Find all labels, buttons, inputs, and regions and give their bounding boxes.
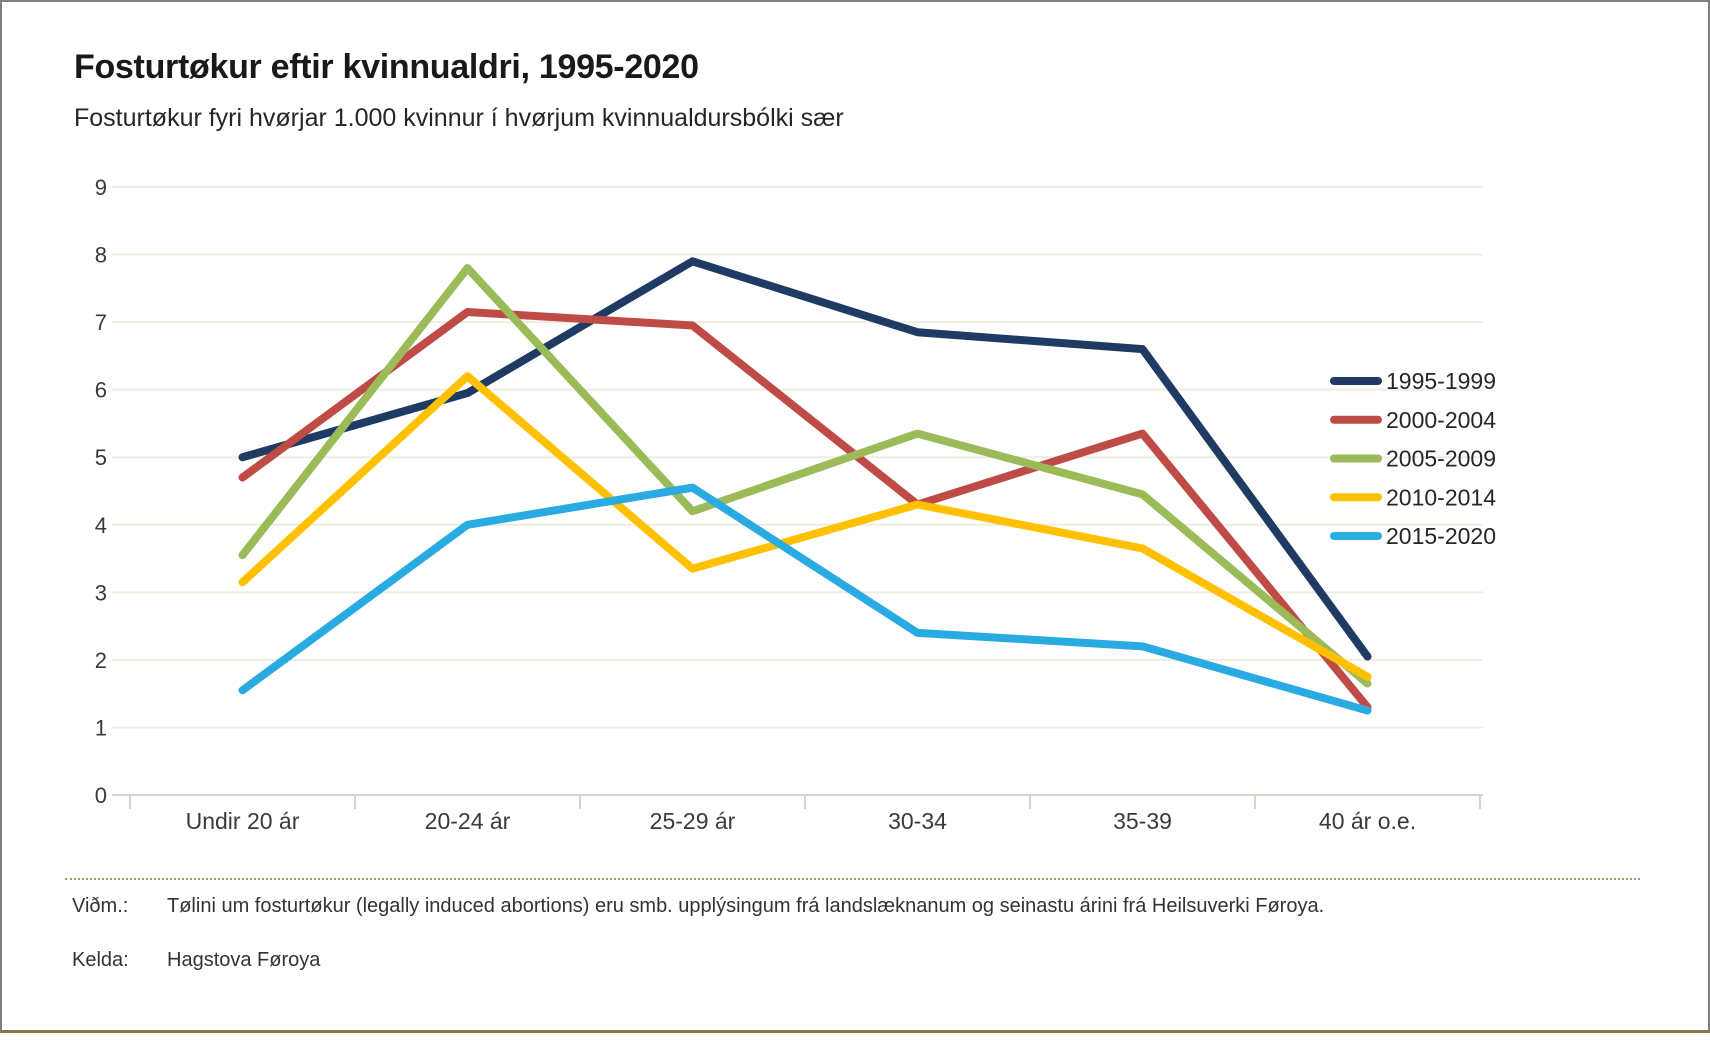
note-label: Viðm.: <box>72 895 129 917</box>
footer-divider <box>65 878 1640 880</box>
x-category-label: 20-24 ár <box>425 808 511 834</box>
x-category-label: 30-34 <box>888 808 947 834</box>
x-category-label: 40 ár o.e. <box>1319 808 1416 834</box>
y-tick-label: 9 <box>95 175 107 200</box>
series-line-1995-1999 <box>238 257 1372 661</box>
series-line-2015-2020 <box>238 483 1372 715</box>
y-tick-label: 6 <box>95 378 107 403</box>
legend-item-2005-2009: 2005-2009 <box>1330 446 1496 472</box>
y-tick-label: 8 <box>95 243 107 268</box>
legend-label: 2015-2020 <box>1386 523 1496 549</box>
legend-label: 1995-1999 <box>1386 368 1496 394</box>
source-text: Hagstova Føroya <box>167 949 321 971</box>
note-text: Tølini um fosturtøkur (legally induced a… <box>167 895 1325 917</box>
y-tick-label: 5 <box>95 445 107 470</box>
legend-label: 2000-2004 <box>1386 407 1496 433</box>
series-line-2010-2014 <box>238 372 1372 681</box>
series-line-2000-2004 <box>238 307 1372 712</box>
legend-item-2015-2020: 2015-2020 <box>1330 523 1496 549</box>
series-line-2005-2009 <box>238 264 1372 688</box>
x-category-label: 35-39 <box>1113 808 1172 834</box>
legend-item-1995-1999: 1995-1999 <box>1330 368 1496 394</box>
y-tick-label: 7 <box>95 310 107 335</box>
y-tick-label: 3 <box>95 580 107 605</box>
y-tick-label: 4 <box>95 513 107 538</box>
legend-item-2000-2004: 2000-2004 <box>1330 407 1496 433</box>
legend-item-2010-2014: 2010-2014 <box>1330 484 1496 510</box>
x-category-label: 25-29 ár <box>650 808 736 834</box>
legend: 1995-1999 2000-2004 2005-2009 2010-2014 2015… <box>1330 368 1496 549</box>
x-category-label: Undir 20 ár <box>186 808 300 834</box>
legend-label: 2010-2014 <box>1386 484 1496 510</box>
legend-label: 2005-2009 <box>1386 446 1496 472</box>
chart-subtitle: Fosturtøkur fyri hvørjar 1.000 kvinnur í… <box>74 104 844 132</box>
y-tick-label: 2 <box>95 648 107 673</box>
y-tick-label: 1 <box>95 715 107 740</box>
chart-title: Fosturtøkur eftir kvinnualdri, 1995-2020 <box>74 48 699 86</box>
line-chart: 0 1 2 3 4 5 6 7 8 9 Undir 20 ár 20-24 ár 25-29 ár 30-… <box>95 175 1496 834</box>
y-tick-label: 0 <box>95 783 107 808</box>
source-label: Kelda: <box>72 949 129 971</box>
